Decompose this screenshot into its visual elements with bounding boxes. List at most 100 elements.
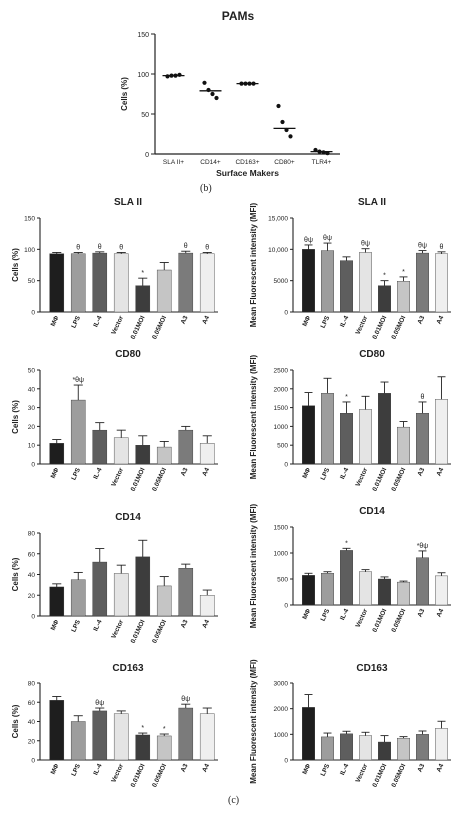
scatter-point [276,103,281,109]
bar [92,561,108,617]
bar-y-tick-label: 0 [31,614,35,621]
bar [199,253,215,313]
bar [199,713,215,761]
bar-y-tick-label: 1000 [274,551,289,558]
bar-x-tick-label: 0.05MOI [390,763,407,789]
scatter-title: PAMs [222,9,255,23]
bar [199,443,215,465]
significance-mark: θ [184,243,188,250]
bar-y-label: Cells (%) [11,704,20,738]
bar-x-tick-label: 0.05MOI [151,619,168,645]
bar-y-tick-label: 0 [31,310,35,317]
bar [435,399,448,465]
bar [156,269,172,313]
bar-x-tick-label: IL-4 [339,467,350,481]
bar-x-tick-label: LPS [70,466,82,481]
bar-panel-title: CD80 [115,349,141,360]
bar-y-tick-label: 1500 [274,405,289,412]
bar-y-tick-label: 100 [24,247,35,254]
bar-x-tick-label: Vector [110,762,125,783]
significance-mark: θ [76,244,80,251]
bar-y-tick-label: 40 [28,386,36,393]
bar-x-tick-label: LPS [320,466,332,481]
bar [378,393,391,465]
bar-y-tick-label: 2000 [274,706,289,713]
bar [178,707,194,761]
bar-x-tick-label: IL-4 [92,315,103,329]
significance-mark: * [163,726,166,733]
bar-panel-title: CD80 [359,349,385,360]
bar [113,253,129,313]
significance-mark: θψ [304,237,313,244]
significance-mark: *θψ [72,377,84,384]
bar [416,252,429,313]
bar-y-tick-label: 60 [28,551,36,558]
bar [49,443,65,465]
scatter-x-tick-label: CD80+ [274,159,295,166]
bar-x-tick-label: A4 [201,315,211,326]
bar [359,409,372,465]
bar-y-label: Mean Fluorescent intensity (MFI) [249,354,258,479]
bar [49,700,65,761]
bar [378,741,391,761]
bar [156,446,172,465]
significance-mark: θ [98,244,102,251]
bar-x-tick-label: A3 [180,315,190,326]
bar-y-tick-label: 40 [28,572,36,579]
bar [70,579,86,617]
bar [113,573,129,617]
bar-x-tick-label: A3 [180,763,190,774]
bar-x-tick-label: 0.01MOI [130,315,147,341]
bar [302,249,315,313]
bar-y-tick-label: 2000 [274,386,289,393]
scatter-y-tick-label: 0 [145,152,149,159]
bar-x-tick-label: A4 [201,467,211,478]
bar [378,285,391,313]
bar-panel-title: SLA II [114,197,142,208]
bar-y-label: Mean Fluorescent intensity (MFI) [249,202,258,327]
bar-x-tick-label: A3 [416,467,426,478]
significance-mark: * [141,270,144,277]
scatter-x-label: Surface Makers [216,168,279,178]
bar-x-tick-label: IL-4 [92,763,103,777]
bar [135,445,151,465]
significance-mark: θψ [361,241,370,248]
bar-y-tick-label: 15,000 [268,216,288,223]
scatter-y-tick-label: 150 [137,32,149,39]
bar [416,557,429,606]
bar-y-label: Cells (%) [11,557,20,591]
bar [397,426,410,465]
significance-mark: * [141,725,144,732]
bar-y-tick-label: 50 [28,278,36,285]
bar-x-tick-label: 0.05MOI [390,467,407,493]
bar-x-tick-label: A4 [435,763,445,774]
bar-x-tick-label: IL-4 [339,315,350,329]
bar-x-tick-label: Vector [355,314,370,335]
bar-x-tick-label: MΦ [50,618,61,631]
bar [92,710,108,761]
figure-label-b: (b) [200,183,212,194]
bar-y-tick-label: 3000 [274,681,289,688]
bar-x-tick-label: Vector [355,762,370,783]
bar [321,250,334,313]
bar-x-tick-label: 0.05MOI [390,315,407,341]
bar-x-tick-label: MΦ [50,762,61,775]
significance-mark: θ [205,244,209,251]
bar [416,734,429,761]
bar-y-label: Cells (%) [11,400,20,434]
bar-y-label: Mean Fluorescent intensity (MFI) [249,503,258,628]
significance-mark: θψ [181,696,190,703]
bar-x-tick-label: MΦ [301,607,312,620]
significance-mark: *θψ [417,543,429,550]
bar-y-tick-label: 0 [31,462,35,469]
bar-y-tick-label: 20 [28,593,36,600]
bar-x-tick-label: MΦ [50,314,61,327]
bar [199,595,215,617]
bar [397,737,410,761]
bar-y-tick-label: 2500 [274,368,289,375]
significance-mark: θ [119,244,123,251]
significance-mark: * [402,269,405,276]
bar [397,281,410,313]
bar [70,253,86,313]
bar-x-tick-label: A4 [435,315,445,326]
